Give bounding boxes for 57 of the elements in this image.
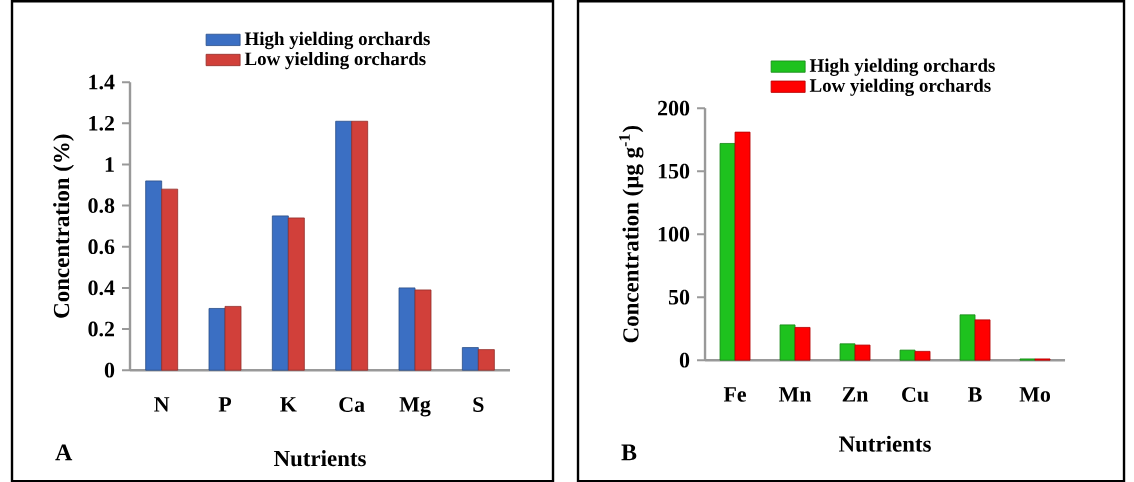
y-tick-label: 0.8 [88,197,115,213]
bar [839,343,856,361]
x-axis-title: Nutrients [839,435,931,452]
legend-label: High yielding orchards [809,58,995,76]
text: B [621,444,637,461]
bar [287,217,305,371]
y-tick-label: 0 [104,362,115,378]
x-tick-label: P [218,397,232,412]
bar [208,307,226,371]
bar [974,319,991,361]
x-tick-label: Fe [723,387,747,402]
x-axis-title: Nutrients [273,449,366,467]
bar [398,287,416,371]
legend-label: Low yielding orchards [244,51,426,70]
y-tick-label: 0.4 [88,280,115,296]
y-axis-title: Concentration (µg g$^{-1}$) [619,125,644,343]
x-tick-label: S [473,397,484,412]
y-axis-title: Concentration (%) [53,134,74,318]
bar [351,120,369,371]
bar [224,305,242,371]
bar [854,344,871,361]
y-tick-label: 0 [679,352,690,368]
y-tick-label: 150 [658,163,690,179]
y-tick-label: 100 [658,226,690,242]
bar [959,314,976,361]
bar [414,289,432,371]
x-tick-label: B [968,387,982,402]
bar [271,215,289,371]
y-tick-label: 1.2 [89,115,115,131]
bar [794,326,811,361]
y-tick-label: 50 [668,289,690,305]
bar [899,349,916,361]
bar [734,131,751,361]
y-tick-label: 1.4 [89,74,115,90]
bar [161,188,179,371]
x-tick-label: Mo [1019,387,1051,402]
legend-label: Low yielding orchards [809,78,991,96]
legend-label: High yielding orchards [244,31,430,49]
y-tick-label: 1 [105,157,114,172]
bar [779,324,796,361]
bar [914,350,931,361]
x-tick-label: Ca [339,397,365,412]
text: A [55,444,73,460]
x-tick-label: Cu [902,387,929,402]
y-tick-label: 200 [658,100,690,116]
bar [145,180,163,371]
bar [461,346,479,371]
x-tick-label: Mn [778,387,812,402]
bar [477,349,495,371]
y-tick-label: 0.2 [88,321,115,337]
x-tick-label: K [280,397,297,412]
y-tick-label: 0.6 [88,239,115,255]
bar [335,120,353,371]
x-tick-label: Mg [399,397,431,417]
x-tick-label: Zn [842,387,869,402]
bar [719,142,736,361]
x-tick-label: N [154,397,170,412]
